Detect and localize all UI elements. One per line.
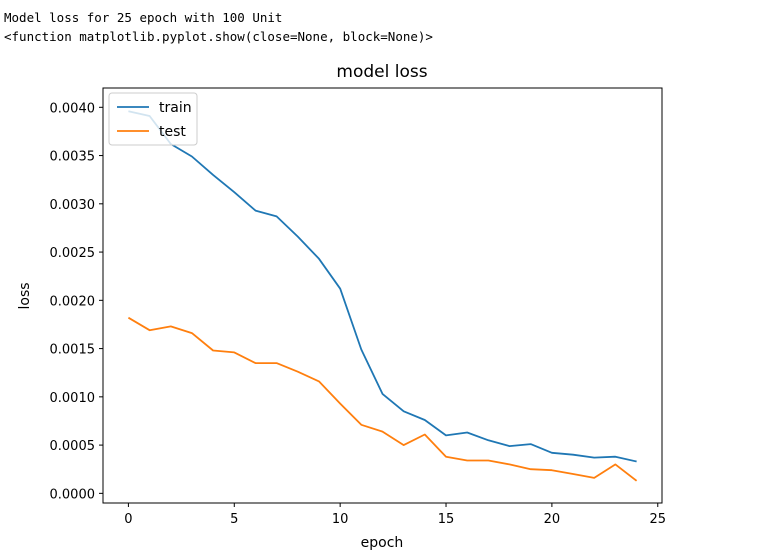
x-axis-label: epoch <box>361 535 404 551</box>
y-tick-label: 0.0005 <box>50 439 96 454</box>
console-output: Model loss for 25 epoch with 100 Unit <fu… <box>4 8 433 46</box>
series-layer <box>127 110 638 482</box>
x-tick-label: 25 <box>649 512 666 527</box>
x-tick-label: 0 <box>124 512 132 527</box>
y-tick-label: 0.0025 <box>50 246 96 261</box>
x-tick-label: 15 <box>438 512 455 527</box>
x-tick-label: 10 <box>332 512 349 527</box>
x-tick-label: 20 <box>544 512 561 527</box>
plot-frame <box>102 87 663 504</box>
y-tick-label: 0.0015 <box>50 343 96 358</box>
y-axis-label: loss <box>17 282 33 309</box>
legend-label-train: train <box>159 100 192 116</box>
chart-title: model loss <box>336 62 427 82</box>
legend-label-test: test <box>159 124 186 140</box>
series-line-test <box>127 316 638 482</box>
x-tick-label: 5 <box>230 512 238 527</box>
y-tick-label: 0.0040 <box>50 101 96 116</box>
legend: train test <box>108 92 198 146</box>
series-line-train <box>128 110 637 463</box>
y-tick-label: 0.0000 <box>50 487 96 502</box>
y-tick-label: 0.0010 <box>50 391 96 406</box>
legend-box <box>108 92 198 146</box>
y-tick-label: 0.0035 <box>50 150 96 165</box>
console-line-2: <function matplotlib.pyplot.show(close=N… <box>4 29 433 44</box>
y-tick-label: 0.0030 <box>50 198 96 213</box>
y-tick-label: 0.0020 <box>50 294 96 309</box>
console-line-1: Model loss for 25 epoch with 100 Unit <box>4 10 283 25</box>
tick-layer: 0 5 10 15 20 25 0.0000 0.0005 0.0010 0.0015 0.0020… <box>50 101 667 527</box>
